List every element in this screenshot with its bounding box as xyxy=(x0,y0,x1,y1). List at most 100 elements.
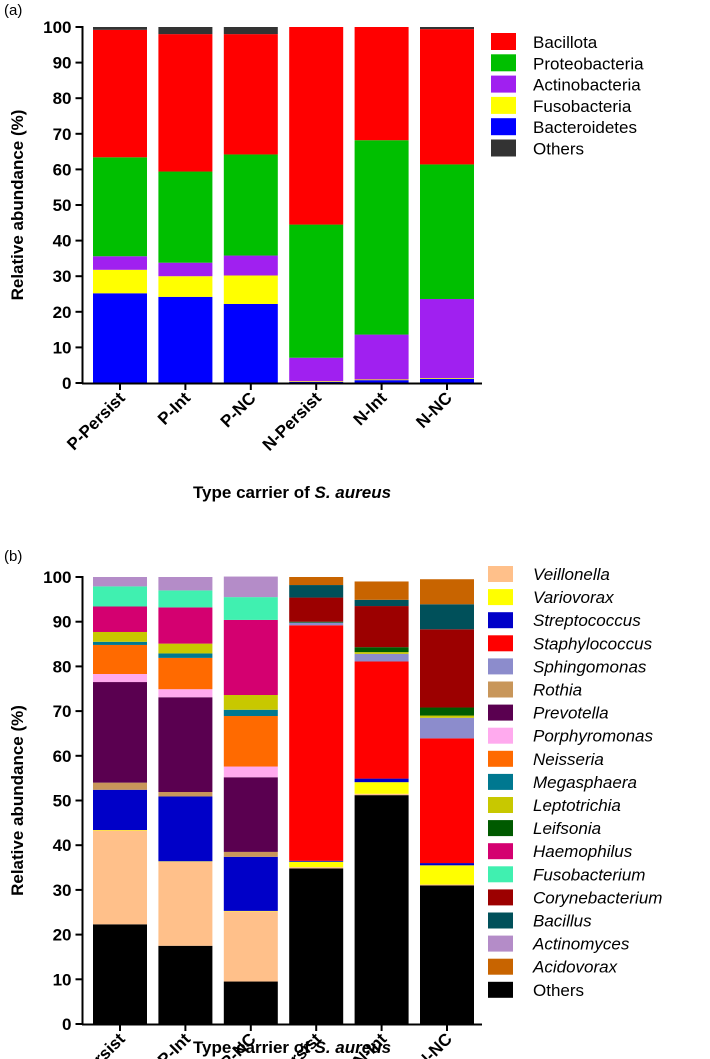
pa-bar-fusobacteria-n-nc xyxy=(420,378,474,379)
pa-legend-swatch-proteobacteria xyxy=(491,54,516,72)
pb-bar-streptococcus-n-nc xyxy=(420,863,474,866)
pa-bar-fusobacteria-p-nc xyxy=(223,275,278,304)
pb-legend-swatch-prevotella xyxy=(488,704,513,721)
pb-legend-label-prevotella: Prevotella xyxy=(533,704,609,723)
pb-legend-label-others: Others xyxy=(533,981,584,1000)
pb-legend-swatch-porphyromonas xyxy=(488,727,513,744)
pa-bar-bacillota-n-int xyxy=(354,27,409,141)
pb-bar-neisseria-p-persist xyxy=(93,644,147,674)
pb-y-axis-label: Relative abundance (%) xyxy=(8,705,27,896)
pb-legend-label-bacillus: Bacillus xyxy=(533,912,592,931)
pb-legend-swatch-leifsonia xyxy=(488,820,513,837)
pb-bar-veillonella-n-int xyxy=(354,793,409,796)
pb-bar-streptococcus-p-persist xyxy=(93,789,147,831)
pa-x-axis-label-prefix: Type carrier of xyxy=(193,483,315,502)
pb-legend-swatch-corynebacterium xyxy=(488,889,513,906)
pb-bar-others-n-int xyxy=(354,795,409,1024)
pa-bar-fusobacteria-p-int xyxy=(158,276,213,297)
panel-b-chart: (b) 0 10 20 30 40 50 60 70 80 90 100 P-Persist P-Int P… xyxy=(4,548,662,1059)
pa-bar-proteobacteria-n-int xyxy=(354,140,409,335)
pb-ytick-label: 0 xyxy=(62,1015,71,1034)
pa-bar-fusobacteria-p-persist xyxy=(93,269,147,294)
pb-legend-label-variovorax: Variovorax xyxy=(533,588,614,607)
pa-bar-proteobacteria-p-nc xyxy=(223,154,278,256)
pb-bar-veillonella-p-nc xyxy=(223,911,278,982)
pb-ytick-label: 80 xyxy=(53,657,72,676)
pa-xtick-label: N-NC xyxy=(412,388,455,431)
pb-bar-streptococcus-n-persist xyxy=(289,860,344,862)
pb-bar-haemophilus-p-nc xyxy=(223,619,278,696)
pa-ytick-label: 60 xyxy=(53,160,72,179)
pb-bar-haemophilus-p-int xyxy=(158,607,213,644)
pa-bar-proteobacteria-p-int xyxy=(158,171,213,263)
pb-legend-label-fusobacterium: Fusobacterium xyxy=(533,865,645,884)
pb-legend-swatch-megasphaera xyxy=(488,773,513,790)
pb-bar-bacillus-n-nc xyxy=(420,604,474,630)
pa-ytick-label: 50 xyxy=(53,196,72,215)
pb-bar-actinomyces-p-int xyxy=(158,577,213,591)
pb-ytick-label: 10 xyxy=(53,970,72,989)
pb-legend-swatch-staphylococcus xyxy=(488,635,513,652)
pa-legend-swatch-others xyxy=(491,139,516,157)
pa-bar-proteobacteria-n-nc xyxy=(420,164,474,299)
pb-legend-label-veillonella: Veillonella xyxy=(533,565,610,584)
pa-bar-actinobacteria-p-persist xyxy=(93,256,147,270)
pa-legend-swatch-actinobacteria xyxy=(491,75,516,93)
pa-legend-label-bacteroidetes: Bacteroidetes xyxy=(533,118,637,137)
pb-xtick-label: N-NC xyxy=(412,1029,455,1059)
pb-bar-rothia-p-persist xyxy=(93,782,147,790)
pb-legend-swatch-bacillus xyxy=(488,912,513,929)
pb-bar-leifsonia-n-persist xyxy=(289,621,344,623)
pb-legend-swatch-veillonella xyxy=(488,566,513,582)
pb-x-axis-label: Type carrier of S. aureus xyxy=(193,1038,391,1057)
pb-bar-acidovorax-n-persist xyxy=(289,577,344,586)
pa-legend-label-actinobacteria: Actinobacteria xyxy=(533,76,641,95)
pa-bar-actinobacteria-n-int xyxy=(354,334,409,380)
pb-legend-label-actinomyces: Actinomyces xyxy=(532,935,630,954)
pb-bar-others-n-persist xyxy=(289,868,344,1024)
pa-legend-swatch-bacillota xyxy=(491,33,516,50)
pb-legend-swatch-rothia xyxy=(488,681,513,698)
pb-ytick-label: 60 xyxy=(53,747,72,766)
pa-bar-others-p-nc xyxy=(223,27,278,35)
pb-bar-neisseria-p-nc xyxy=(223,716,278,767)
pa-xtick-label: P-Persist xyxy=(63,388,129,454)
pb-bar-porphyromonas-p-int xyxy=(158,689,213,698)
pb-bar-streptococcus-n-int xyxy=(354,778,409,783)
pa-bar-actinobacteria-n-nc xyxy=(420,298,474,379)
pb-ytick-label: 20 xyxy=(53,926,72,945)
pb-legend-swatch-streptococcus xyxy=(488,612,513,629)
pb-bar-leptotrichia-p-int xyxy=(158,643,213,654)
pa-bar-bacillota-p-persist xyxy=(93,29,147,158)
pa-bar-fusobacteria-n-persist xyxy=(289,381,344,382)
pb-legend-swatch-acidovorax xyxy=(488,958,513,975)
pa-bar-others-p-int xyxy=(158,27,213,35)
pb-bar-staphylococcus-n-nc xyxy=(420,738,474,864)
pb-ytick-label: 50 xyxy=(53,792,72,811)
pb-xtick-label: P-Persist xyxy=(63,1029,129,1059)
pb-bar-others-p-nc xyxy=(223,981,278,1024)
pb-bar-actinomyces-p-nc xyxy=(223,576,278,598)
pa-xtick-label: P-NC xyxy=(217,388,260,431)
pb-ytick-label: 90 xyxy=(53,613,72,632)
pb-legend-label-leifsonia: Leifsonia xyxy=(533,819,601,838)
pb-legend-label-haemophilus: Haemophilus xyxy=(533,842,633,861)
pa-xtick-label: N-Persist xyxy=(259,388,325,454)
pb-bar-megasphaera-p-persist xyxy=(93,641,147,645)
pb-legend-label-corynebacterium: Corynebacterium xyxy=(533,888,662,907)
pb-legend-label-porphyromonas: Porphyromonas xyxy=(533,727,654,746)
pb-bar-fusobacterium-p-persist xyxy=(93,586,147,607)
pb-bar-rothia-p-int xyxy=(158,792,213,797)
pb-bar-sphingomonas-n-nc xyxy=(420,717,474,739)
pb-bar-veillonella-p-persist xyxy=(93,830,147,925)
pb-legend-swatch-neisseria xyxy=(488,750,513,767)
pb-legend-swatch-others xyxy=(488,981,513,998)
pa-ytick-label: 90 xyxy=(53,54,72,73)
pb-bar-fusobacterium-p-int xyxy=(158,590,213,608)
pb-bar-veillonella-n-nc xyxy=(420,884,474,886)
pb-xtick-label: P-Int xyxy=(154,1029,194,1059)
pb-bar-leifsonia-n-nc xyxy=(420,707,474,716)
pb-legend-swatch-fusobacterium xyxy=(488,866,513,883)
pa-y-axis-label: Relative abundance (%) xyxy=(8,110,27,301)
pb-bar-rothia-p-nc xyxy=(223,851,278,857)
